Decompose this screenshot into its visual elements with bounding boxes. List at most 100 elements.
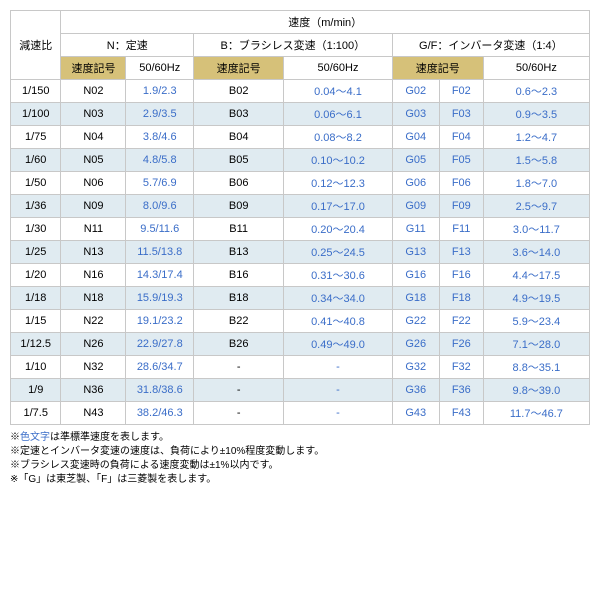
cell: 1/150 (11, 80, 61, 103)
cell: 1.5～5.8 (483, 149, 589, 172)
cell: - (284, 356, 392, 379)
cell: 1.8～7.0 (483, 172, 589, 195)
cell: N36 (61, 379, 126, 402)
cell: G43 (392, 402, 439, 425)
cell: G05 (392, 149, 439, 172)
cell: F11 (439, 218, 483, 241)
cell: N18 (61, 287, 126, 310)
cell: 1/50 (11, 172, 61, 195)
table-row: 1/20N1614.3/17.4B160.31～30.6G16F164.4～17… (11, 264, 590, 287)
cell: 0.34～34.0 (284, 287, 392, 310)
cell: B03 (194, 103, 284, 126)
cell: F06 (439, 172, 483, 195)
hdr-sub-3: 50/60Hz (284, 57, 392, 80)
cell: 0.6～2.3 (483, 80, 589, 103)
table-row: 1/150N021.9/2.3B020.04～4.1G02F020.6～2.3 (11, 80, 590, 103)
cell: - (284, 379, 392, 402)
cell: N04 (61, 126, 126, 149)
cell: B22 (194, 310, 284, 333)
speed-table: 減速比 速度（m/min） N：定速 B：ブラシレス変速（1:100） G/F：… (10, 10, 590, 425)
cell: G13 (392, 241, 439, 264)
cell: 22.9/27.8 (126, 333, 194, 356)
table-row: 1/12.5N2622.9/27.8B260.49～49.0G26F267.1～… (11, 333, 590, 356)
note-line: ※定速とインバータ変速の速度は、負荷により±10%程度変動します。 (10, 445, 590, 459)
cell: 0.25～24.5 (284, 241, 392, 264)
cell: F32 (439, 356, 483, 379)
cell: 38.2/46.3 (126, 402, 194, 425)
table-row: 1/50N065.7/6.9B060.12～12.3G06F061.8～7.0 (11, 172, 590, 195)
hdr-sub-4: 速度記号 (392, 57, 483, 80)
cell: G02 (392, 80, 439, 103)
cell: 11.7～46.7 (483, 402, 589, 425)
cell: F18 (439, 287, 483, 310)
cell: B18 (194, 287, 284, 310)
hdr-topgroup: 速度（m/min） (61, 11, 590, 34)
cell: G03 (392, 103, 439, 126)
cell: 1/20 (11, 264, 61, 287)
cell: 0.31～30.6 (284, 264, 392, 287)
cell: 3.6～14.0 (483, 241, 589, 264)
cell: F09 (439, 195, 483, 218)
cell: B09 (194, 195, 284, 218)
cell: - (194, 402, 284, 425)
hdr-sub-0: 速度記号 (61, 57, 126, 80)
cell: F22 (439, 310, 483, 333)
cell: - (194, 379, 284, 402)
cell: 3.0～11.7 (483, 218, 589, 241)
cell: G16 (392, 264, 439, 287)
note-line: ※「G」は東芝製、「F」は三菱製を表します。 (10, 473, 590, 487)
cell: - (284, 402, 392, 425)
cell: G06 (392, 172, 439, 195)
cell: N16 (61, 264, 126, 287)
hdr-group-n: N：定速 (61, 34, 194, 57)
cell: - (194, 356, 284, 379)
cell: 4.8/5.8 (126, 149, 194, 172)
cell: F26 (439, 333, 483, 356)
cell: 8.8～35.1 (483, 356, 589, 379)
hdr-sub-1: 50/60Hz (126, 57, 194, 80)
table-row: 1/15N2219.1/23.2B220.41～40.8G22F225.9～23… (11, 310, 590, 333)
cell: 1/10 (11, 356, 61, 379)
cell: 0.12～12.3 (284, 172, 392, 195)
cell: 9.8～39.0 (483, 379, 589, 402)
cell: 0.10～10.2 (284, 149, 392, 172)
cell: B26 (194, 333, 284, 356)
cell: 4.9～19.5 (483, 287, 589, 310)
table-row: 1/25N1311.5/13.8B130.25～24.5G13F133.6～14… (11, 241, 590, 264)
cell: N43 (61, 402, 126, 425)
cell: 1/12.5 (11, 333, 61, 356)
cell: 0.49～49.0 (284, 333, 392, 356)
cell: F43 (439, 402, 483, 425)
cell: G32 (392, 356, 439, 379)
cell: 1/15 (11, 310, 61, 333)
cell: B04 (194, 126, 284, 149)
cell: B16 (194, 264, 284, 287)
table-row: 1/36N098.0/9.6B090.17～17.0G09F092.5～9.7 (11, 195, 590, 218)
cell: B06 (194, 172, 284, 195)
table-row: 1/10N3228.6/34.7--G32F328.8～35.1 (11, 356, 590, 379)
cell: 5.9～23.4 (483, 310, 589, 333)
cell: 1.9/2.3 (126, 80, 194, 103)
cell: 4.4～17.5 (483, 264, 589, 287)
cell: 1/75 (11, 126, 61, 149)
cell: N09 (61, 195, 126, 218)
table-row: 1/9N3631.8/38.6--G36F369.8～39.0 (11, 379, 590, 402)
cell: 1/30 (11, 218, 61, 241)
cell: 11.5/13.8 (126, 241, 194, 264)
cell: G22 (392, 310, 439, 333)
cell: F36 (439, 379, 483, 402)
hdr-group-b: B：ブラシレス変速（1:100） (194, 34, 393, 57)
cell: F03 (439, 103, 483, 126)
cell: 2.9/3.5 (126, 103, 194, 126)
cell: 1.2～4.7 (483, 126, 589, 149)
cell: F13 (439, 241, 483, 264)
cell: 0.9～3.5 (483, 103, 589, 126)
cell: F16 (439, 264, 483, 287)
cell: 2.5～9.7 (483, 195, 589, 218)
cell: N06 (61, 172, 126, 195)
cell: 1/9 (11, 379, 61, 402)
note-line: ※ブラシレス変速時の負荷による速度変動は±1%以内です。 (10, 459, 590, 473)
cell: 19.1/23.2 (126, 310, 194, 333)
cell: 28.6/34.7 (126, 356, 194, 379)
table-row: 1/7.5N4338.2/46.3--G43F4311.7～46.7 (11, 402, 590, 425)
